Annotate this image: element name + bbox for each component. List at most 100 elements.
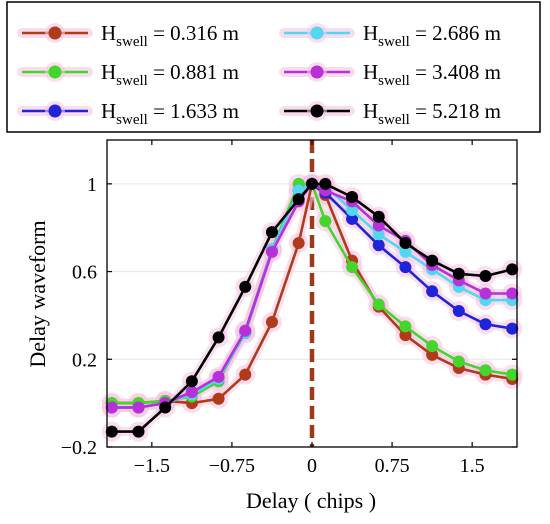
legend-marker <box>310 104 324 118</box>
data-point <box>399 261 412 274</box>
data-point <box>265 316 278 329</box>
data-point <box>239 324 252 337</box>
legend-label-value: = 1.633 m <box>148 99 239 123</box>
x-tick-label: 1.5 <box>460 455 485 477</box>
data-point <box>212 331 225 344</box>
legend-label-subscript: swell <box>378 73 410 89</box>
x-axis-label: Delay ( chips ) <box>246 488 376 513</box>
legend-label-subscript: swell <box>116 34 148 50</box>
legend-entry-4: Hswell = 3.408 m <box>279 60 501 89</box>
x-tick-label: 0 <box>307 455 317 477</box>
legend-label-value: = 2.686 m <box>410 21 501 45</box>
data-point <box>372 239 385 252</box>
legend-label-main: H <box>363 21 378 45</box>
data-point <box>372 298 385 311</box>
legend-label-main: H <box>101 60 116 84</box>
plot-area <box>101 139 523 448</box>
legend-label: Hswell = 1.633 m <box>101 99 239 128</box>
data-point <box>346 212 359 225</box>
data-point <box>452 355 465 368</box>
legend-entry-0: Hswell = 0.316 m <box>17 21 239 50</box>
data-point <box>239 368 252 381</box>
data-point <box>452 305 465 318</box>
data-point <box>292 193 305 206</box>
legend-label: Hswell = 0.316 m <box>101 21 239 50</box>
data-point <box>185 386 198 399</box>
data-point <box>479 364 492 377</box>
x-tick-label: 0.75 <box>375 455 410 477</box>
legend-entry-3: Hswell = 2.686 m <box>279 21 501 50</box>
legend-label-subscript: swell <box>378 34 410 50</box>
data-point <box>426 340 439 353</box>
data-point <box>292 237 305 250</box>
data-point <box>265 245 278 258</box>
data-point <box>239 280 252 293</box>
data-point <box>105 425 118 438</box>
legend-label-value: = 5.218 m <box>410 99 501 123</box>
legend-marker <box>310 65 324 79</box>
data-point <box>479 318 492 331</box>
x-tick-label: −0.75 <box>209 455 255 477</box>
data-point <box>426 254 439 267</box>
legend-entry-5: Hswell = 5.218 m <box>279 99 501 128</box>
data-point <box>506 368 519 381</box>
y-tick-label: 0.2 <box>72 349 97 371</box>
data-point <box>132 425 145 438</box>
legend-label-subscript: swell <box>116 112 148 128</box>
y-tick-label: −0.2 <box>61 437 97 459</box>
data-point <box>185 375 198 388</box>
series-lines <box>105 177 519 438</box>
data-point <box>506 322 519 335</box>
data-point <box>479 287 492 300</box>
data-point <box>506 263 519 276</box>
legend-marker <box>48 104 62 118</box>
data-point <box>212 392 225 405</box>
data-point <box>426 348 439 361</box>
data-point <box>399 329 412 342</box>
y-axis-label: Delay waveform <box>25 220 50 367</box>
data-point <box>346 191 359 204</box>
legend-label-value: = 3.408 m <box>410 60 501 84</box>
data-point <box>372 210 385 223</box>
legend-entry-2: Hswell = 1.633 m <box>17 99 239 128</box>
legend-marker <box>310 26 324 40</box>
legend-label-main: H <box>101 21 116 45</box>
legend-label-main: H <box>101 99 116 123</box>
data-point <box>399 237 412 250</box>
data-point <box>105 401 118 414</box>
data-point <box>399 245 412 258</box>
data-point <box>452 267 465 280</box>
data-point <box>479 269 492 282</box>
data-point <box>319 177 332 190</box>
y-tick-label: 0.6 <box>72 262 97 284</box>
data-point <box>426 285 439 298</box>
data-point <box>506 287 519 300</box>
data-point <box>346 261 359 274</box>
data-point <box>372 228 385 241</box>
legend-label-main: H <box>363 60 378 84</box>
data-point <box>319 215 332 228</box>
legend-label-value: = 0.881 m <box>148 60 239 84</box>
y-tick-label: 1 <box>87 174 97 196</box>
legend-marker <box>48 65 62 79</box>
legend-entry-1: Hswell = 0.881 m <box>17 60 239 89</box>
data-point <box>212 370 225 383</box>
data-point <box>306 177 318 190</box>
legend-label: Hswell = 0.881 m <box>101 60 239 89</box>
y-axis-ticks: −0.2 0.2 0.6 1 <box>61 174 517 459</box>
data-point <box>159 401 172 414</box>
legend-label: Hswell = 2.686 m <box>363 21 501 50</box>
data-point <box>132 401 145 414</box>
legend-label-subscript: swell <box>116 73 148 89</box>
data-point <box>346 204 359 217</box>
legend-label-subscript: swell <box>378 112 410 128</box>
legend-marker <box>48 26 62 40</box>
legend-label-value: = 0.316 m <box>148 21 239 45</box>
data-point <box>265 226 278 239</box>
legend-label: Hswell = 5.218 m <box>363 99 501 128</box>
legend-label-main: H <box>363 99 378 123</box>
data-point <box>399 320 412 333</box>
data-point <box>292 184 305 197</box>
